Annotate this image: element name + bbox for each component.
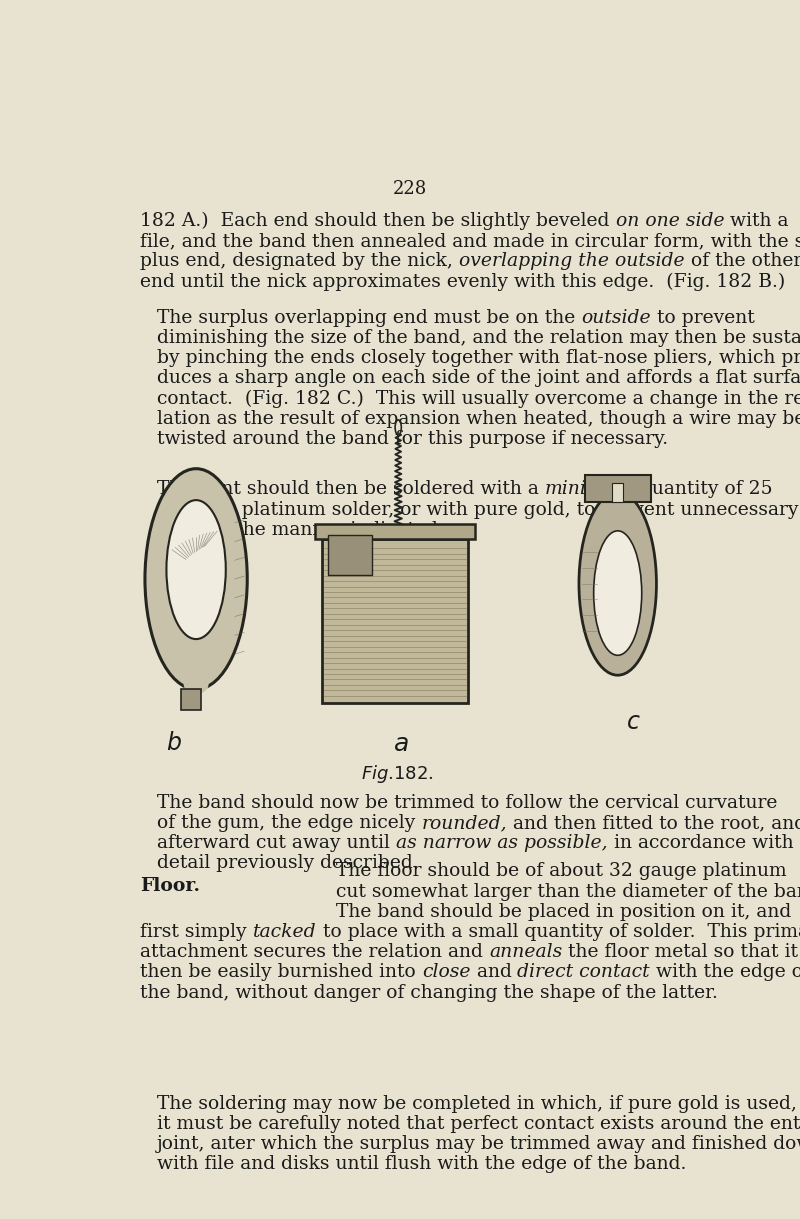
Text: The band should be placed in position on it, and: The band should be placed in position on… [336,903,791,920]
Text: The band should now be trimmed to follow the cervical curvature: The band should now be trimmed to follow… [157,794,778,812]
Text: quantity of 25: quantity of 25 [634,480,773,499]
Text: plus end, designated by the nick,: plus end, designated by the nick, [140,252,459,271]
Text: first simply: first simply [140,923,253,941]
Bar [182,689,201,709]
Text: detail previously described.: detail previously described. [157,855,418,873]
Text: lation as the result of expansion when heated, though a wire may be: lation as the result of expansion when h… [157,410,800,428]
Text: by pinching the ends closely together with flat-nose pliers, which pro-: by pinching the ends closely together wi… [157,349,800,367]
Text: close: close [422,963,470,981]
Text: ness, in the manner indicated.: ness, in the manner indicated. [157,521,444,539]
Bar [585,475,650,501]
Text: minimum: minimum [545,480,634,499]
Text: with file and disks until flush with the edge of the band.: with file and disks until flush with the… [157,1156,686,1173]
Text: $b$: $b$ [166,731,182,755]
Text: duces a sharp angle on each side of the joint and affords a flat surface: duces a sharp angle on each side of the … [157,369,800,388]
Text: rounded,: rounded, [422,814,507,833]
Text: it must be carefully noted that perfect contact exists around the entire: it must be carefully noted that perfect … [157,1114,800,1132]
Text: and: and [470,963,518,981]
Ellipse shape [184,675,209,694]
Text: The surplus overlapping end must be on the: The surplus overlapping end must be on t… [157,308,582,327]
Text: 182 A.)  Each end should then be slightly beveled: 182 A.) Each end should then be slightly… [140,212,616,230]
Text: Floor.: Floor. [140,876,200,895]
Bar [322,539,468,703]
Text: file, and the band then annealed and made in circular form, with the sur-: file, and the band then annealed and mad… [140,232,800,250]
Text: to prevent: to prevent [651,308,754,327]
Bar [315,524,475,539]
Ellipse shape [145,468,247,689]
Text: direct contact: direct contact [518,963,650,981]
Text: with the edge of: with the edge of [650,963,800,981]
Text: $c$: $c$ [626,711,641,734]
Text: The floor should be of about 32 gauge platinum: The floor should be of about 32 gauge pl… [336,863,786,880]
Text: on one side: on one side [616,212,724,230]
Ellipse shape [166,500,226,639]
Text: The joint should then be soldered with a: The joint should then be soldered with a [157,480,545,499]
Text: $a$: $a$ [394,734,409,757]
Text: the floor metal so that it may: the floor metal so that it may [562,944,800,961]
Text: of the other: of the other [685,252,800,271]
Text: attachment secures the relation and: attachment secures the relation and [140,944,489,961]
Text: then be easily burnished into: then be easily burnished into [140,963,422,981]
Text: afterward cut away until: afterward cut away until [157,834,396,852]
Text: $\mathit{Fig}$.$\mathit{182}$.: $\mathit{Fig}$.$\mathit{182}$. [361,763,434,785]
Text: twisted around the band for this purpose if necessary.: twisted around the band for this purpose… [157,430,668,447]
Text: the band, without danger of changing the shape of the latter.: the band, without danger of changing the… [140,984,718,1002]
Text: in accordance with the: in accordance with the [607,834,800,852]
Text: cut somewhat larger than the diameter of the band.: cut somewhat larger than the diameter of… [336,883,800,901]
Bar [329,535,372,575]
Text: overlapping the outside: overlapping the outside [459,252,685,271]
Text: and then fitted to the root, and: and then fitted to the root, and [507,814,800,833]
Text: 228: 228 [393,180,427,197]
Text: end until the nick approximates evenly with this edge.  (Fig. 182 B.): end until the nick approximates evenly w… [140,273,786,291]
Text: joint, aıter which the surplus may be trimmed away and finished down: joint, aıter which the surplus may be tr… [157,1135,800,1153]
Bar [612,483,623,501]
Ellipse shape [579,492,657,675]
Ellipse shape [594,530,642,656]
Text: The soldering may now be completed in which, if pure gold is used,: The soldering may now be completed in wh… [157,1095,797,1113]
Text: contact.  (Fig. 182 C.)  This will usually overcome a change in the re-: contact. (Fig. 182 C.) This will usually… [157,390,800,408]
Text: outside: outside [582,308,651,327]
Text: with a: with a [724,212,789,230]
Text: tacked: tacked [253,923,317,941]
Text: diminishing the size of the band, and the relation may then be sustained: diminishing the size of the band, and th… [157,329,800,347]
Text: as narrow as possible,: as narrow as possible, [396,834,607,852]
Text: of the gum, the edge nicely: of the gum, the edge nicely [157,814,422,833]
Text: anneals: anneals [489,944,562,961]
Text: to place with a small quantity of solder.  This primary: to place with a small quantity of solder… [317,923,800,941]
Text: per cent platinum solder, or with pure gold, to prevent unnecessary stiff-: per cent platinum solder, or with pure g… [157,501,800,518]
